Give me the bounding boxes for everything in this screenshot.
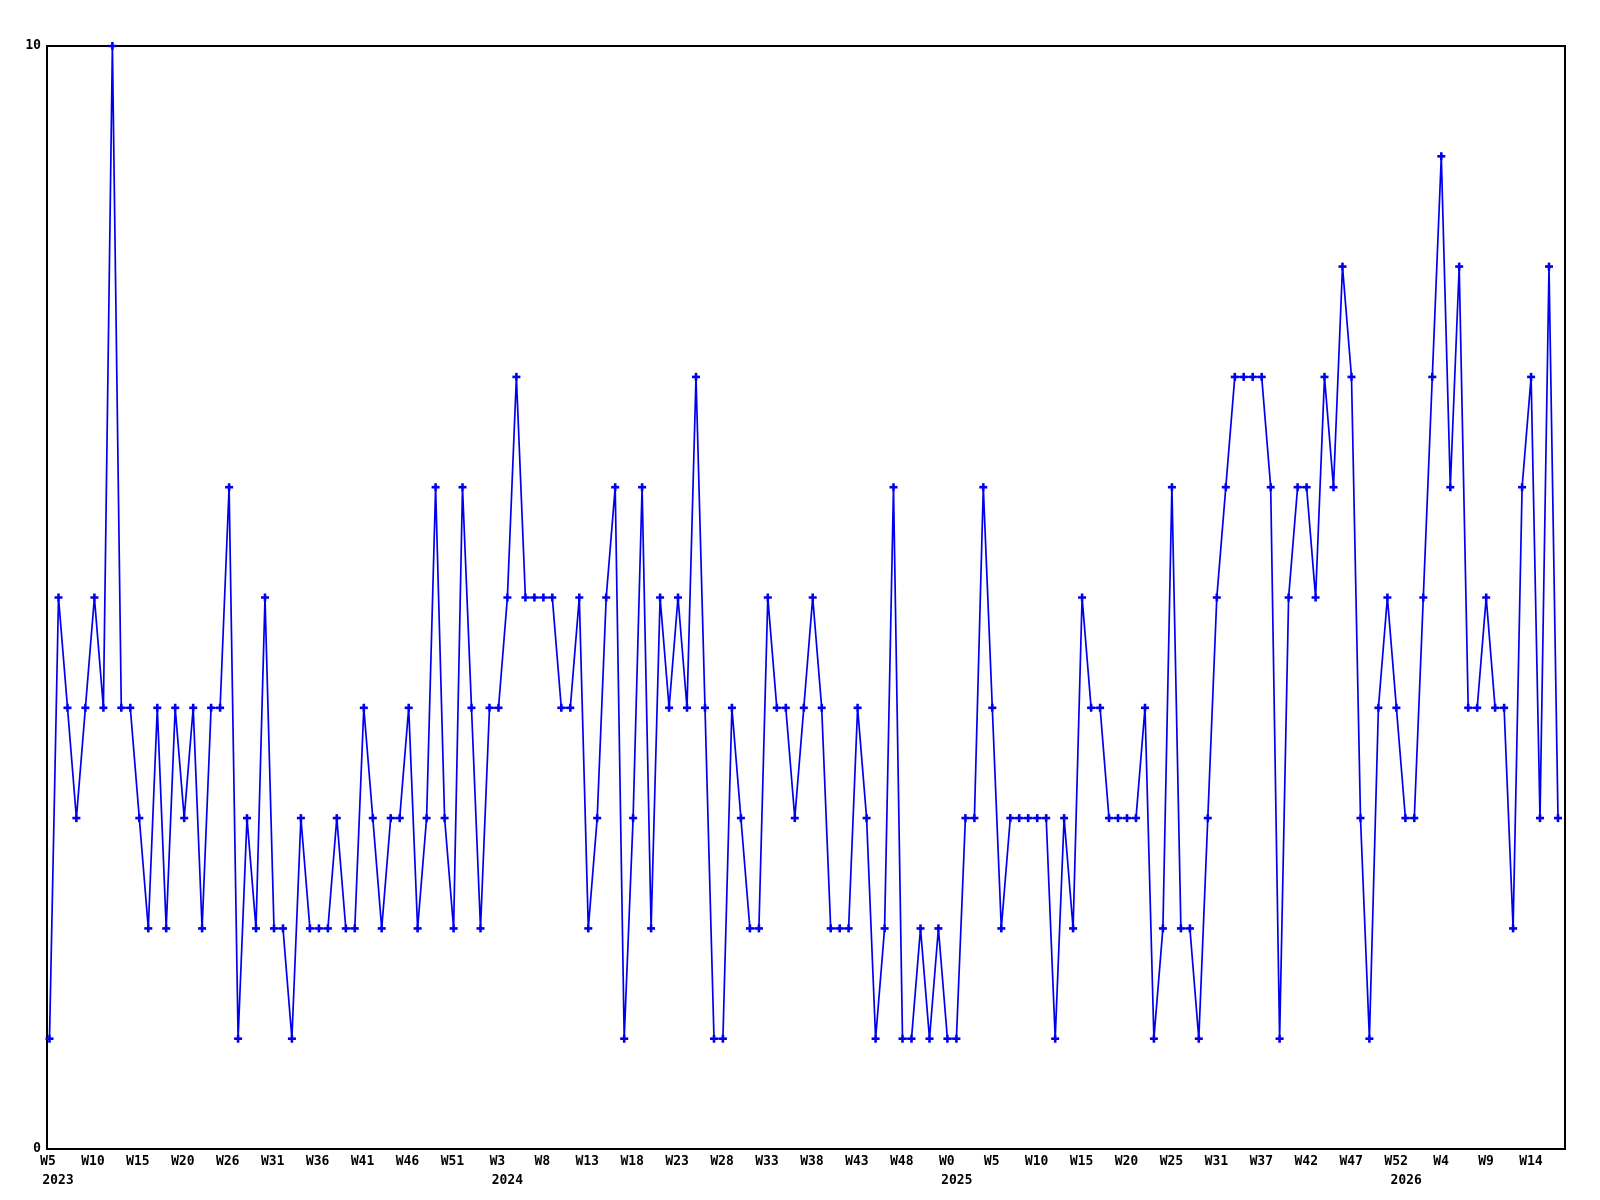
x-year-label: 2023 bbox=[42, 1173, 74, 1188]
x-tick-label: W52 bbox=[1384, 1154, 1408, 1169]
x-tick-label: W26 bbox=[216, 1154, 240, 1169]
x-tick-label: W14 bbox=[1519, 1154, 1543, 1169]
x-tick-label: W51 bbox=[440, 1154, 465, 1169]
x-tick-label: W31 bbox=[260, 1154, 285, 1169]
x-tick-label: W41 bbox=[350, 1154, 375, 1169]
x-tick-label: W20 bbox=[171, 1154, 195, 1169]
x-tick-label: W5 bbox=[983, 1154, 1000, 1169]
x-tick-label: W4 bbox=[1433, 1154, 1449, 1169]
x-tick-label: W10 bbox=[81, 1154, 105, 1169]
data-line bbox=[48, 45, 1559, 1040]
x-tick-label: W23 bbox=[665, 1154, 689, 1169]
x-year-label: 2024 bbox=[491, 1173, 524, 1188]
x-tick-label: W28 bbox=[710, 1154, 734, 1169]
x-tick-label: W48 bbox=[890, 1154, 914, 1169]
x-tick-label: W43 bbox=[845, 1154, 869, 1169]
x-tick-label: W10 bbox=[1024, 1154, 1049, 1169]
x-tick-label: W9 bbox=[1478, 1154, 1494, 1169]
x-tick-label: W47 bbox=[1339, 1154, 1363, 1169]
x-tick-label: W46 bbox=[395, 1154, 420, 1169]
x-tick-label: W5 bbox=[40, 1154, 56, 1169]
x-tick-label: W20 bbox=[1114, 1154, 1139, 1169]
x-tick-label: W25 bbox=[1159, 1154, 1184, 1169]
x-tick-label: W33 bbox=[755, 1154, 779, 1169]
data-point-markers bbox=[45, 42, 1562, 1043]
x-tick-label: W0 bbox=[938, 1154, 955, 1169]
x-tick-label: W13 bbox=[575, 1154, 599, 1169]
x-tick-label: W15 bbox=[126, 1154, 150, 1169]
x-tick-label: W31 bbox=[1204, 1154, 1229, 1169]
x-year-label: 2025 bbox=[941, 1173, 973, 1188]
plot-frame bbox=[46, 45, 1566, 1150]
x-tick-label: W3 bbox=[489, 1154, 506, 1169]
x-tick-label: W42 bbox=[1294, 1154, 1319, 1169]
x-tick-label: W37 bbox=[1249, 1154, 1274, 1169]
x-tick-label: W36 bbox=[305, 1154, 330, 1169]
x-tick-label: W8 bbox=[534, 1154, 551, 1169]
x-tick-label: W18 bbox=[620, 1154, 644, 1169]
y-axis-label-min: 0 bbox=[33, 1141, 41, 1156]
x-tick-label: W38 bbox=[800, 1154, 824, 1169]
y-axis-label-max: 10 bbox=[25, 38, 41, 53]
x-tick-label: W15 bbox=[1069, 1154, 1094, 1169]
x-year-label: 2026 bbox=[1390, 1173, 1422, 1188]
